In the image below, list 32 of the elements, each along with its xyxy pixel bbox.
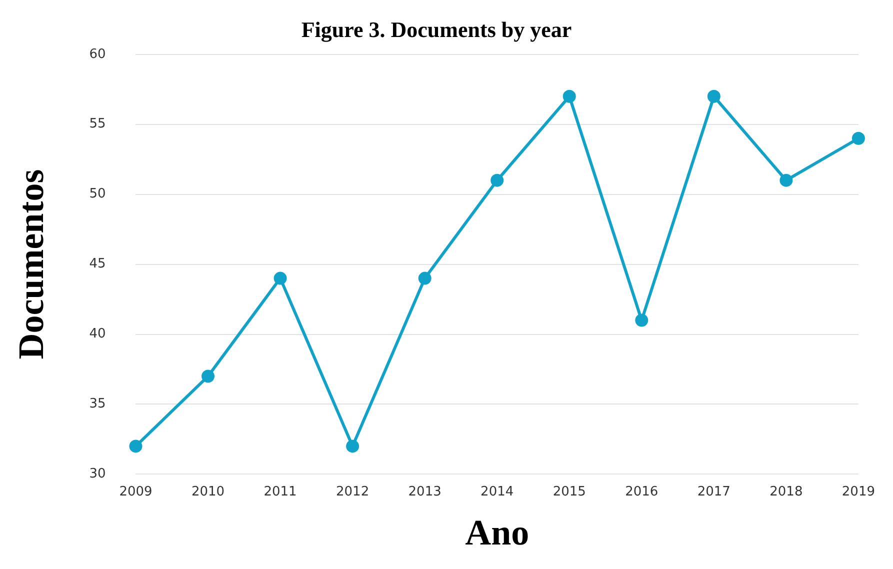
x-tick-label: 2016 [625,484,658,500]
y-tick-label: 40 [89,326,106,342]
point [707,90,720,103]
x-axis-title: Ano [465,512,530,553]
x-tick-label: 2010 [191,484,225,500]
point [129,440,142,453]
x-tick-label: 2017 [697,484,730,500]
y-tick-label: 45 [89,256,106,272]
x-tick-label: 2014 [480,484,514,500]
point [346,440,360,453]
x-tick-label: 2015 [552,484,586,500]
point [490,174,504,187]
x-tick-label: 2013 [408,484,442,500]
point [202,370,215,383]
x-tick-label: 2009 [119,484,152,500]
y-tick-label: 60 [89,46,106,62]
point [562,90,576,103]
x-tick-label: 2012 [336,484,370,500]
chart-title: Figure 3. Documents by year [301,16,572,42]
x-tick-label: 2018 [770,484,803,500]
x-tick-label: 2011 [264,484,297,500]
y-tick-label: 35 [89,396,106,412]
point [635,314,648,327]
point [780,174,793,187]
y-tick-label: 55 [89,116,106,132]
y-tick-label: 30 [89,466,106,482]
x-tick-label: 2019 [842,484,876,500]
y-axis-title: Documentos [10,169,51,360]
y-tick-label: 50 [89,186,106,202]
point [274,272,287,285]
point [852,132,865,145]
point [418,272,432,285]
